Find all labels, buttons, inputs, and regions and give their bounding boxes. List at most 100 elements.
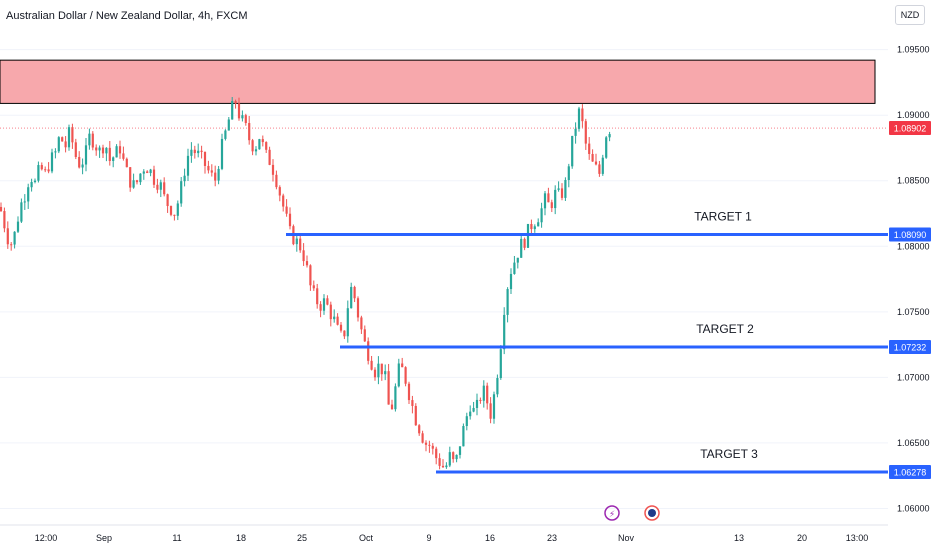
y-tick-label: 1.06500 (897, 438, 930, 448)
target-price-label: 1.08090 (894, 230, 927, 240)
candle-body (312, 285, 315, 289)
candle-body (469, 411, 472, 417)
candle-body (594, 161, 598, 165)
candle-body (295, 238, 298, 245)
candle-body (387, 371, 390, 405)
candle-body (390, 404, 394, 410)
target-price-label: 1.07232 (894, 342, 927, 352)
candle-body (394, 386, 397, 410)
candle-body (411, 400, 414, 406)
candle-body (125, 158, 128, 168)
candle-body (499, 349, 502, 379)
candle-body (339, 324, 343, 331)
candle-body (57, 137, 60, 152)
candle-body (530, 224, 533, 230)
dividend-event-icon[interactable] (604, 505, 620, 521)
candle-body (509, 273, 513, 290)
candle-body (407, 383, 411, 401)
candle-body (479, 399, 482, 401)
y-tick-label: 1.08500 (897, 176, 930, 186)
x-tick-label: 16 (485, 533, 495, 543)
candle-body (108, 147, 111, 161)
candle-body (496, 378, 499, 395)
candle-body (254, 149, 258, 152)
x-tick-label: Nov (618, 533, 635, 543)
candle-body (350, 286, 353, 309)
candle-body (441, 465, 445, 468)
candle-body (462, 425, 465, 447)
candle-body (166, 194, 169, 207)
candle-body (588, 143, 591, 154)
candle-body (244, 115, 247, 124)
candle-body (591, 153, 594, 162)
candle-body (91, 133, 94, 148)
candle-body (435, 448, 438, 459)
candle-body (146, 171, 149, 174)
candle-body (377, 363, 380, 378)
candle-body (118, 146, 122, 154)
candle-body (197, 150, 200, 154)
candle-body (492, 394, 496, 419)
x-tick-label: 12:00 (35, 533, 58, 543)
candle-body (513, 262, 516, 274)
chart-title: Australian Dollar / New Zealand Dollar, … (6, 10, 248, 22)
candle-body (6, 228, 9, 245)
target-price-label: 1.06278 (894, 468, 927, 478)
candle-body (401, 363, 404, 368)
x-tick-label: 13:00 (846, 533, 869, 543)
candle-body (343, 330, 346, 337)
candle-body (149, 169, 152, 174)
candle-body (224, 130, 227, 139)
candle-body (142, 171, 145, 174)
candle-body (418, 425, 421, 434)
candle-body (207, 165, 210, 171)
candle-body (101, 147, 105, 154)
candle-body (465, 416, 468, 426)
currency-button[interactable]: NZD (895, 5, 925, 25)
candle-body (64, 141, 67, 148)
target-label: TARGET 2 (696, 322, 754, 336)
candle-body (20, 202, 23, 222)
candle-body (424, 442, 428, 445)
target-label: TARGET 1 (694, 209, 752, 223)
candle-body (78, 156, 81, 168)
candle-body (506, 289, 509, 315)
target-price-tag (889, 465, 931, 480)
candle-body (370, 360, 373, 370)
candle-body (47, 169, 50, 172)
candle-body (550, 202, 553, 209)
candle-body (220, 138, 224, 169)
candle-body (452, 452, 455, 460)
candle-body (373, 369, 377, 378)
candle-body (169, 206, 173, 215)
candle-body (533, 226, 536, 230)
candle-body (190, 149, 193, 156)
candle-body (353, 286, 356, 299)
candle-body (129, 167, 132, 188)
candle-body (309, 265, 312, 286)
candle-body (516, 257, 519, 263)
candle-body (203, 151, 207, 166)
candle-body (122, 153, 125, 159)
candle-body (367, 341, 370, 361)
candle-body (173, 214, 176, 216)
candle-body (608, 134, 611, 138)
candle-body (33, 180, 37, 183)
candle-body (543, 193, 547, 209)
candle-body (0, 206, 3, 212)
candle-body (210, 170, 213, 173)
candle-body (431, 445, 434, 449)
candle-body (380, 363, 383, 375)
candle-body (139, 173, 142, 183)
candle-body (54, 151, 57, 153)
candle-body (360, 317, 363, 330)
target-price-tag (889, 339, 931, 354)
candle-body (560, 188, 564, 198)
target-label: TARGET 3 (700, 447, 758, 461)
candle-body (581, 108, 584, 122)
candle-body (421, 433, 424, 443)
candle-body (261, 139, 264, 143)
x-tick-label: Sep (96, 533, 112, 543)
candle-body (404, 367, 407, 384)
